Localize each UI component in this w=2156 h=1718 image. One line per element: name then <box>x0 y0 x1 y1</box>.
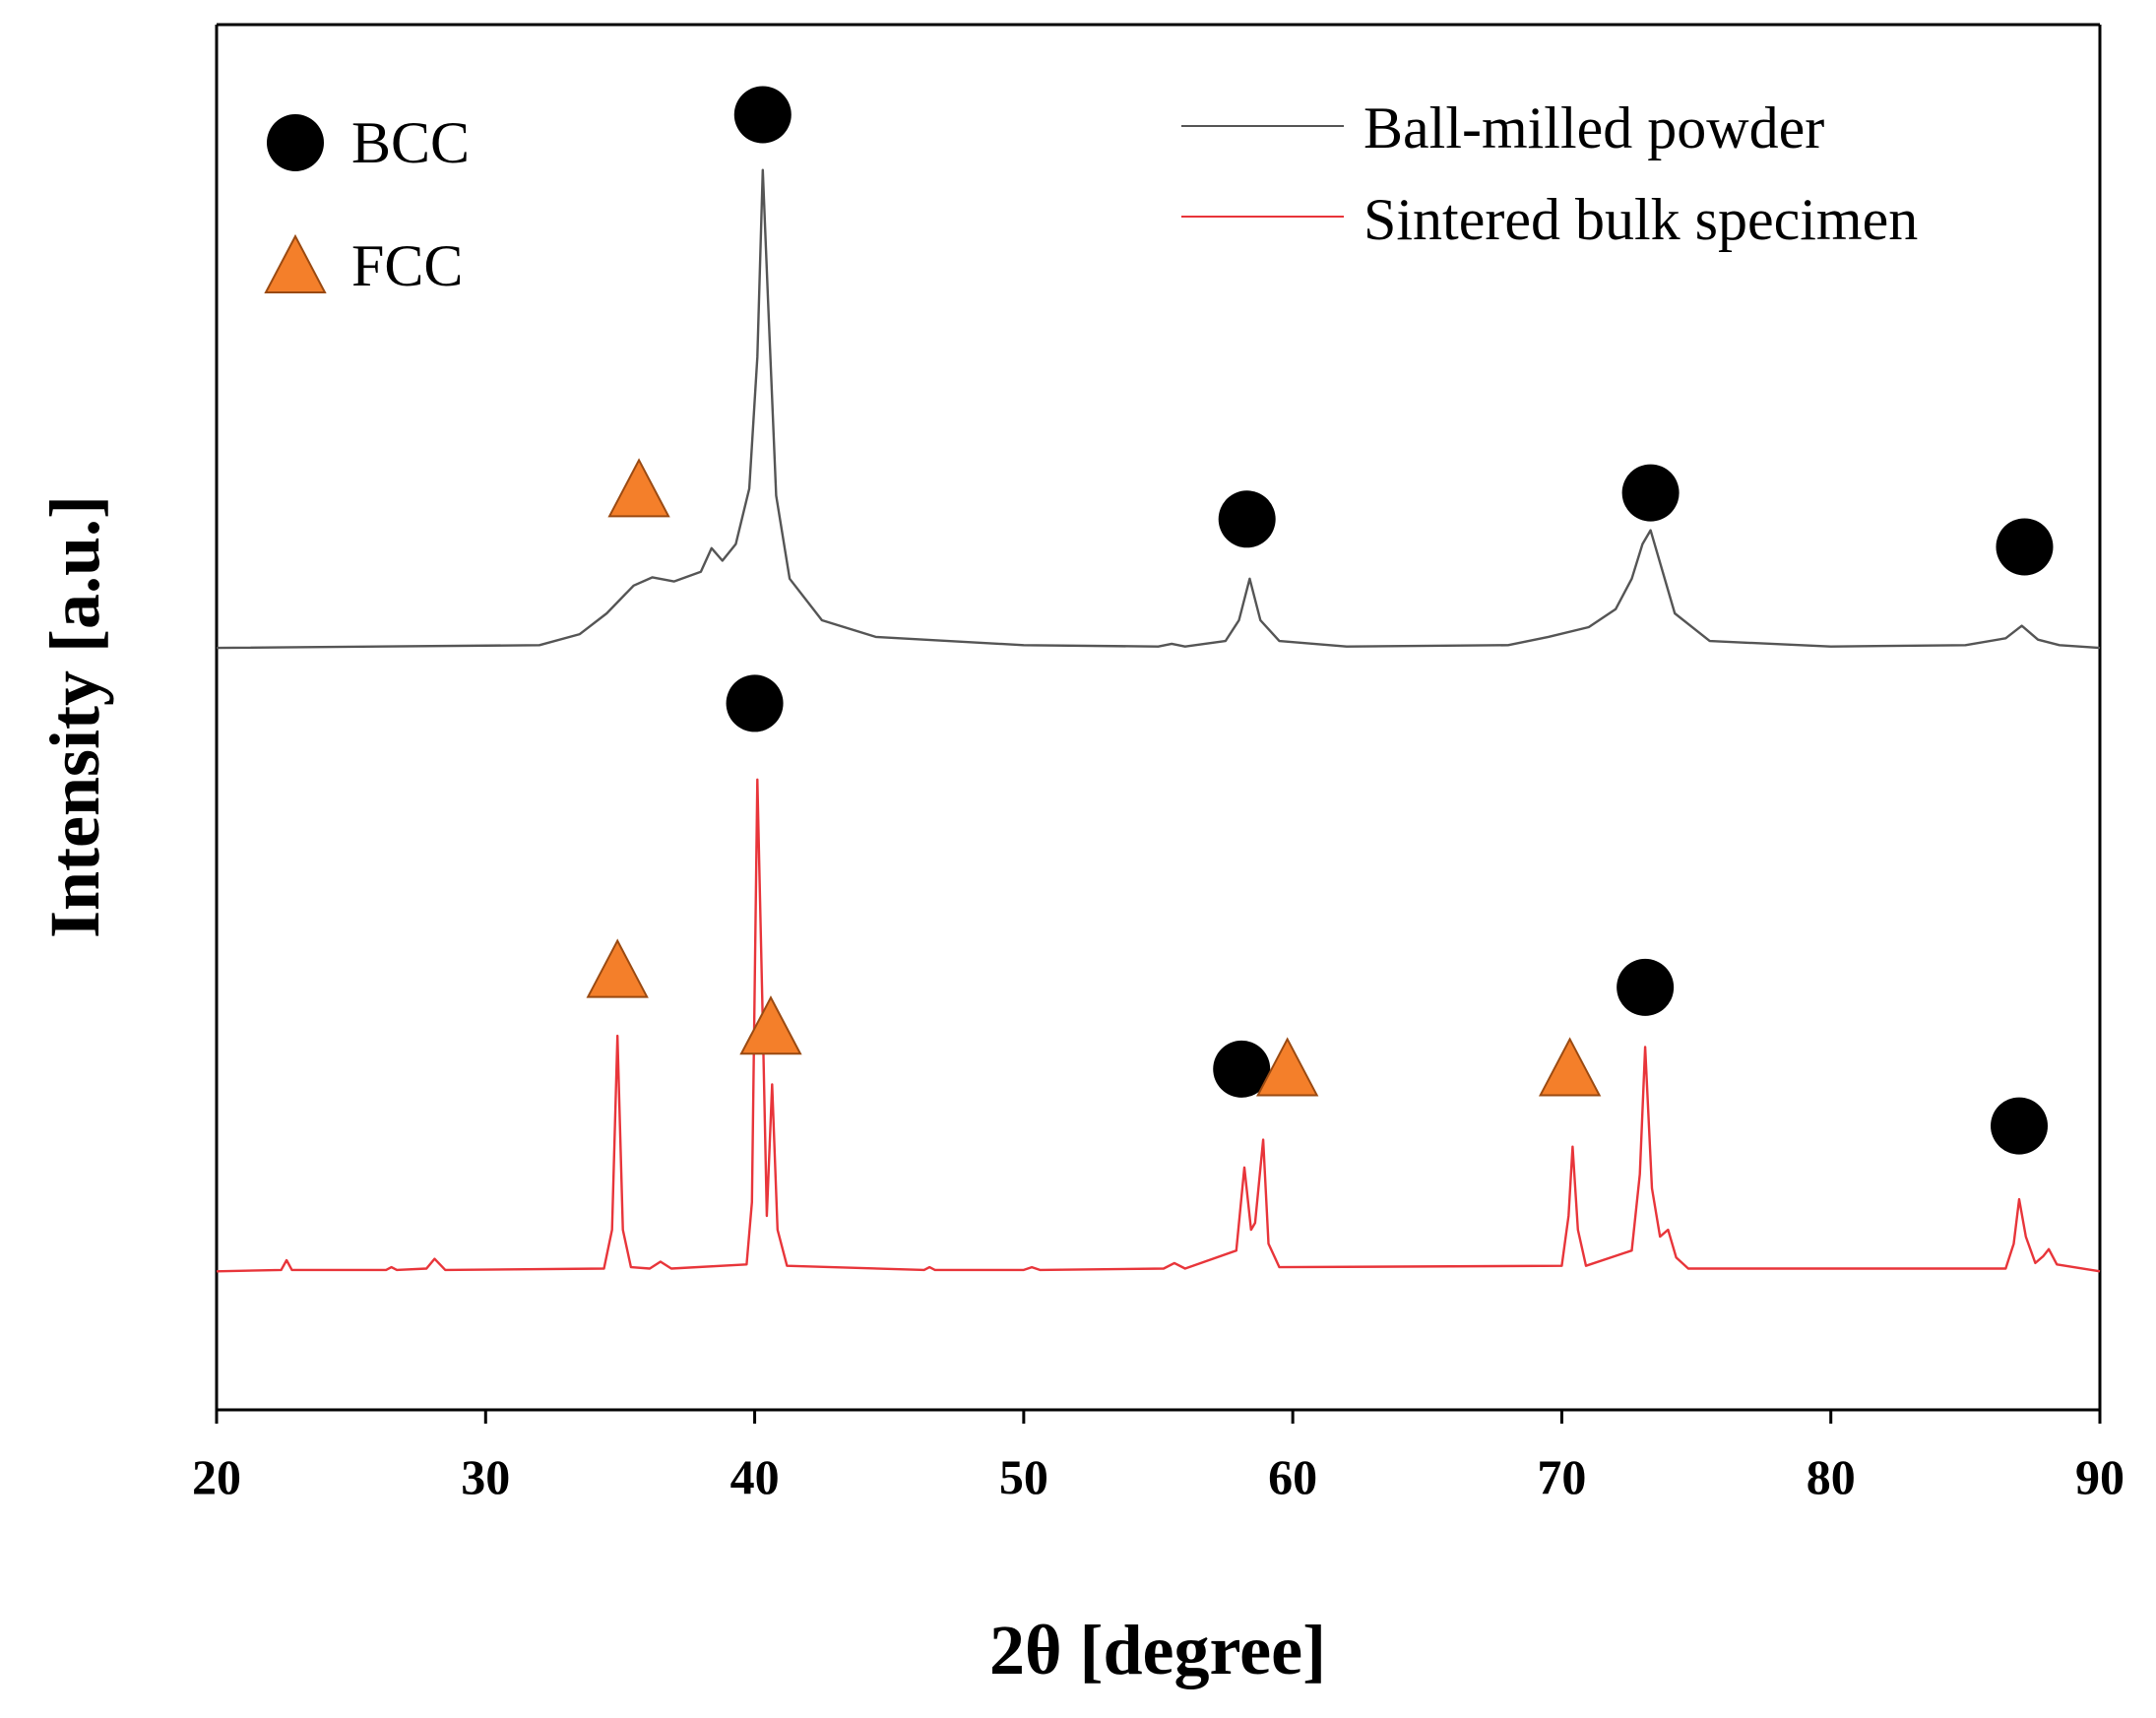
fcc-legend-label: FCC <box>351 233 463 298</box>
x-tick-label: 90 <box>2075 1449 2124 1504</box>
ball-milled-legend-label: Ball-milled powder <box>1363 95 1824 160</box>
series-legend: Ball-milled powder Sintered bulk specime… <box>1181 95 1918 252</box>
sintered-legend-label: Sintered bulk specimen <box>1363 187 1918 252</box>
fcc-peak-marker <box>1538 1037 1602 1097</box>
fcc-peak-marker <box>1256 1037 1319 1097</box>
x-tick-label: 50 <box>999 1449 1048 1504</box>
x-ticks: 20 30 40 50 60 70 80 90 <box>192 1410 2124 1504</box>
bcc-peak-marker <box>726 674 784 732</box>
x-axis-title: 2θ [degree] <box>989 1611 1326 1689</box>
phase-legend: BCC FCC <box>264 110 470 298</box>
fcc-peak-marker <box>739 995 802 1055</box>
bcc-legend-marker <box>267 114 324 171</box>
y-axis-title: Intensity [a.u.] <box>35 495 114 938</box>
peak-markers <box>586 86 2054 1155</box>
series-layer <box>216 168 2101 1273</box>
sintered-bulk-specimen-line <box>216 778 2101 1273</box>
bcc-peak-marker <box>1617 958 1675 1016</box>
x-tick-label: 20 <box>192 1449 241 1504</box>
x-tick-label: 60 <box>1268 1449 1317 1504</box>
fcc-legend-marker <box>264 233 327 293</box>
x-tick-label: 30 <box>461 1449 510 1504</box>
ball-milled-powder-line <box>216 168 2101 650</box>
fcc-peak-marker <box>586 938 649 998</box>
bcc-peak-marker <box>1218 490 1276 548</box>
fcc-peak-marker <box>607 458 670 518</box>
x-tick-label: 40 <box>730 1449 780 1504</box>
x-tick-label: 80 <box>1807 1449 1856 1504</box>
bcc-peak-marker <box>1621 464 1680 522</box>
bcc-peak-marker <box>1213 1040 1271 1098</box>
bcc-peak-marker <box>1996 518 2054 576</box>
x-tick-label: 70 <box>1537 1449 1586 1504</box>
bcc-peak-marker <box>1991 1097 2049 1155</box>
plot-frame <box>215 23 2102 1412</box>
bcc-legend-label: BCC <box>351 110 470 175</box>
bcc-peak-marker <box>733 86 792 144</box>
